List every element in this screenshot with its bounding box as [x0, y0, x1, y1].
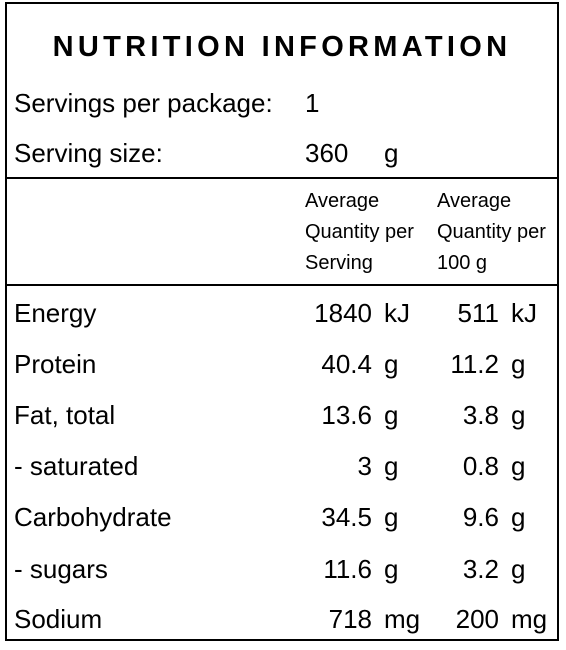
- col-100g-line-2: Quantity per: [437, 221, 546, 243]
- per100-unit: kJ: [511, 298, 537, 328]
- per100-value: 3.8: [462, 400, 499, 430]
- serving-value: 13.6: [321, 400, 372, 430]
- divider-header: [7, 284, 557, 286]
- nutrient-name: - sugars: [14, 554, 108, 584]
- serving-value: 718: [328, 604, 372, 634]
- per100-unit: mg: [511, 604, 548, 634]
- nutrient-name: Fat, total: [14, 400, 116, 430]
- divider-top: [7, 177, 557, 179]
- serving-size-label: Serving size:: [14, 138, 163, 168]
- per100-unit: g: [511, 349, 526, 379]
- nutrition-panel: NUTRITION INFORMATION Servings per packa…: [5, 2, 559, 641]
- per100-unit: g: [511, 451, 526, 481]
- per100-value: 9.6: [462, 502, 499, 532]
- serving-unit: mg: [384, 604, 421, 634]
- nutrient-name: Sodium: [14, 604, 103, 634]
- serving-unit: g: [384, 349, 399, 379]
- nutrient-name: - saturated: [14, 451, 139, 481]
- col-serving-line-3: Serving: [305, 252, 373, 274]
- servings-label: Servings per package:: [14, 88, 273, 118]
- col-serving-line-1: Average: [305, 190, 380, 212]
- nutrient-name: Protein: [14, 349, 97, 379]
- per100-value: 3.2: [462, 554, 499, 584]
- panel-title: NUTRITION INFORMATION: [52, 31, 512, 63]
- nutrient-name: Carbohydrate: [14, 502, 172, 532]
- serving-size-value: 360: [305, 138, 349, 168]
- col-serving-line-2: Quantity per: [305, 221, 414, 243]
- col-100g-line-3: 100 g: [437, 252, 488, 274]
- serving-value: 3: [357, 451, 372, 481]
- nutrient-name: Energy: [14, 298, 97, 328]
- per100-value: 11.2: [450, 349, 499, 379]
- serving-value: 1840: [314, 298, 372, 328]
- serving-unit: g: [384, 502, 399, 532]
- per100-value: 511: [457, 298, 499, 328]
- serving-value: 34.5: [321, 502, 372, 532]
- per100-value: 200: [455, 604, 499, 634]
- col-100g-line-1: Average: [437, 190, 512, 212]
- serving-unit: kJ: [384, 298, 410, 328]
- per100-unit: g: [511, 400, 526, 430]
- serving-unit: g: [384, 400, 399, 430]
- per100-value: 0.8: [462, 451, 499, 481]
- serving-unit: g: [384, 554, 399, 584]
- serving-value: 40.4: [321, 349, 372, 379]
- serving-unit: g: [384, 451, 399, 481]
- serving-size-unit: g: [384, 138, 399, 168]
- per100-unit: g: [511, 502, 526, 532]
- per100-unit: g: [511, 554, 526, 584]
- serving-value: 11.6: [323, 554, 372, 584]
- servings-value: 1: [305, 88, 320, 118]
